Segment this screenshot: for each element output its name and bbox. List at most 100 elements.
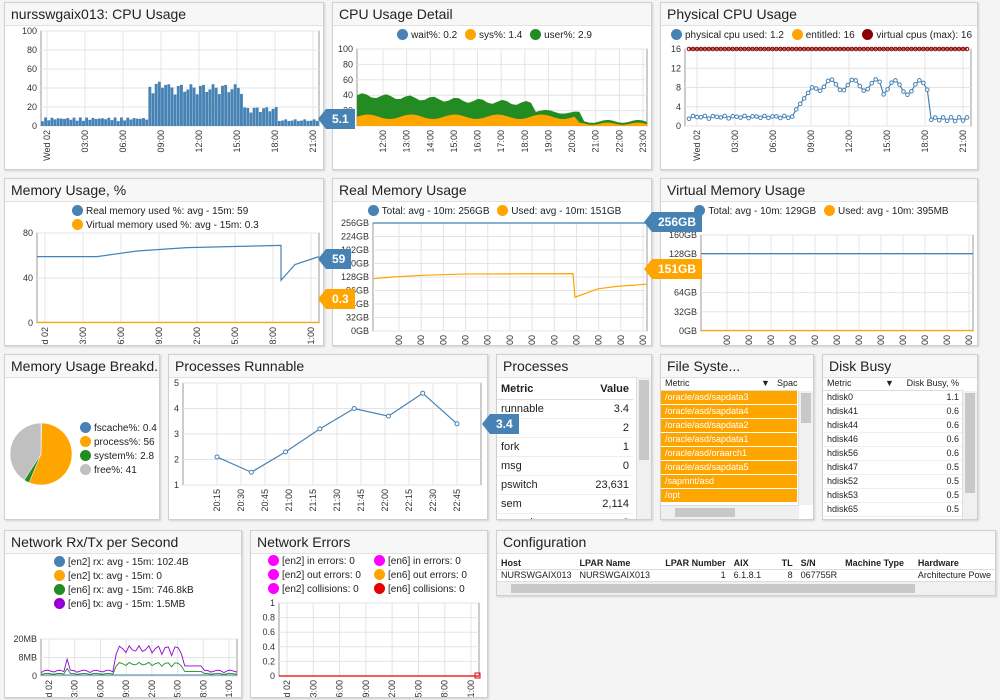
cpu-bar: [243, 107, 247, 126]
column-header[interactable]: Spac: [777, 378, 798, 388]
cpu-bar: [221, 85, 224, 126]
virtual-memory-panel: Virtual Memory Usage Total: avg - 10m: 1…: [660, 178, 978, 346]
horizontal-scrollbar[interactable]: [497, 581, 995, 595]
column-header[interactable]: TL: [781, 557, 793, 568]
table-row[interactable]: /oracle/asd/sapdata5: [661, 461, 797, 475]
table-row[interactable]: hdisk47 0.5: [823, 461, 963, 475]
scrollbar-thumb[interactable]: [801, 393, 811, 423]
table-row[interactable]: /oracle/asd/sapdata4: [661, 405, 797, 419]
panel-title: nursswgaix013: CPU Usage: [5, 3, 323, 26]
table-row[interactable]: /oracle/asd/sapdata3: [661, 391, 797, 405]
legend-item[interactable]: [en2] out errors: 0: [263, 569, 373, 583]
legend-item[interactable]: [en6] out errors: 0: [369, 569, 487, 583]
table-row[interactable]: hdisk44 0.6: [823, 419, 963, 433]
legend-item[interactable]: [en2] tx: avg - 15m: 0: [49, 570, 241, 584]
table-row[interactable]: hdisk700.5: [823, 517, 963, 519]
table-row[interactable]: /sapmnt/asd: [661, 475, 797, 489]
column-header[interactable]: Value: [600, 383, 629, 396]
runnable-point: [214, 454, 220, 460]
x-tick-label: 12:00: [387, 680, 397, 698]
table-row[interactable]: /oracle/asd/sapdata2: [661, 419, 797, 433]
table-row[interactable]: /oracle/asd/oraarch1: [661, 447, 797, 461]
column-header[interactable]: Host: [501, 557, 521, 568]
file-system-table: Metric ▼ Spac /oracle/asd/sapdata3/oracl…: [661, 377, 798, 517]
legend-item[interactable]: [en2] in errors: 0: [263, 555, 373, 569]
legend-item[interactable]: process%: 56: [75, 436, 157, 450]
legend-item[interactable]: [en6] collisions: 0: [369, 583, 487, 597]
cpu-bar: [129, 119, 133, 126]
x-tick-label: 06:00: [768, 130, 778, 153]
column-header[interactable]: S/N: [800, 557, 816, 568]
vcpu-point: [964, 46, 970, 52]
column-header[interactable]: Metric: [827, 378, 852, 388]
x-tick-label: 18:00: [270, 130, 280, 153]
cpu-bar: [180, 84, 183, 126]
table-row[interactable]: hdisk41 0.6: [823, 405, 963, 419]
scrollbar-thumb[interactable]: [639, 380, 649, 460]
table-row[interactable]: hdisk53 0.5: [823, 489, 963, 503]
vertical-scrollbar[interactable]: [962, 391, 977, 519]
cpu-bar: [50, 117, 54, 126]
cpu-bar: [271, 108, 275, 126]
column-header[interactable]: LPAR Name: [579, 557, 631, 568]
file-system-panel: File Syste... Metric ▼ Spac /oracle/asd/…: [660, 354, 814, 520]
table-row[interactable]: pswitch 23,631: [497, 475, 633, 494]
legend-item[interactable]: user%: 2.9: [544, 30, 592, 41]
table-row[interactable]: fork 1: [497, 437, 633, 456]
column-header[interactable]: Metric: [501, 383, 534, 396]
vertical-scrollbar[interactable]: [636, 377, 651, 519]
scrollbar-thumb[interactable]: [675, 508, 735, 517]
table-row[interactable]: hdisk52 0.5: [823, 475, 963, 489]
table-row[interactable]: /oracle/asd/sapdata1: [661, 433, 797, 447]
legend-dot: [72, 205, 83, 216]
column-header[interactable]: AIX: [733, 557, 749, 568]
legend-item[interactable]: Used: avg - 10m: 151GB: [511, 206, 622, 217]
table-row[interactable]: hdisk56 0.6: [823, 447, 963, 461]
legend-item[interactable]: [en6] in errors: 0: [369, 555, 487, 569]
legend-item[interactable]: [en6] rx: avg - 15m: 746.8kB: [49, 584, 241, 598]
x-tick-label: 21:00: [284, 489, 294, 512]
table-row[interactable]: swap-in0: [497, 513, 633, 519]
table-row[interactable]: sem 2,114: [497, 494, 633, 513]
sort-down-icon[interactable]: ▼: [885, 378, 894, 388]
scrollbar-thumb[interactable]: [511, 584, 915, 593]
cpu-bar: [44, 117, 48, 126]
legend-item[interactable]: Used: avg - 10m: 395MB: [838, 206, 949, 217]
legend-item[interactable]: physical cpu used: 1.2: [684, 30, 784, 41]
table-row[interactable]: NURSWGAIX013 NURSWGAIX013 1 6.1.8.1 8 06…: [501, 570, 991, 581]
cpu-point: [762, 113, 767, 119]
column-header[interactable]: LPAR Number: [665, 557, 726, 568]
table-row[interactable]: hdisk65 0.5: [823, 503, 963, 517]
scrollbar-thumb[interactable]: [965, 393, 975, 493]
horizontal-scrollbar[interactable]: [661, 505, 799, 519]
legend-item[interactable]: [en6] tx: avg - 15m: 1.5MB: [49, 598, 241, 612]
table-row[interactable]: msg 0: [497, 456, 633, 475]
table-row[interactable]: runnable 3.4: [497, 399, 633, 418]
legend-item[interactable]: system%: 2.8: [75, 450, 157, 464]
real-memory-chart: 256GB 224GB 192GB 160GB 128GB 96GB 64GB 32GB 0GB…: [341, 218, 648, 345]
legend-item[interactable]: Total: avg - 10m: 129GB: [708, 206, 817, 217]
vertical-scrollbar[interactable]: [798, 391, 813, 505]
legend-item[interactable]: Virtual memory used %: avg - 15m: 0.3: [67, 219, 323, 233]
legend-item[interactable]: [en2] collisions: 0: [263, 583, 373, 597]
configuration-panel: Configuration Host LPAR Name LPAR Number…: [496, 530, 996, 596]
legend-item[interactable]: Total: avg - 10m: 256GB: [381, 206, 490, 217]
legend-item[interactable]: entitled: 16: [805, 30, 855, 41]
sort-down-icon[interactable]: ▼: [761, 378, 770, 388]
legend-item[interactable]: virtual cpus (max): 16: [876, 30, 973, 41]
legend-item[interactable]: sys%: 1.4: [478, 30, 523, 41]
column-header[interactable]: Machine Type: [845, 557, 905, 568]
x-tick-label: 14:00: [766, 335, 776, 346]
runnable-point: [248, 469, 254, 475]
table-row[interactable]: hdisk46 0.6: [823, 433, 963, 447]
legend-item[interactable]: Real memory used %: avg - 15m: 59: [67, 205, 323, 219]
column-header[interactable]: Metric: [665, 378, 690, 388]
legend-item[interactable]: free%: 41: [75, 464, 157, 478]
legend-item[interactable]: [en2] rx: avg - 15m: 102.4B: [49, 556, 241, 570]
legend-item[interactable]: fscache%: 0.4: [75, 422, 157, 436]
column-header[interactable]: Hardware: [917, 557, 959, 568]
column-header[interactable]: Disk Busy, %: [906, 378, 959, 388]
table-row[interactable]: hdisk0 1.1: [823, 391, 963, 405]
table-row[interactable]: /opt: [661, 489, 797, 503]
legend-item[interactable]: wait%: 0.2: [411, 30, 458, 41]
